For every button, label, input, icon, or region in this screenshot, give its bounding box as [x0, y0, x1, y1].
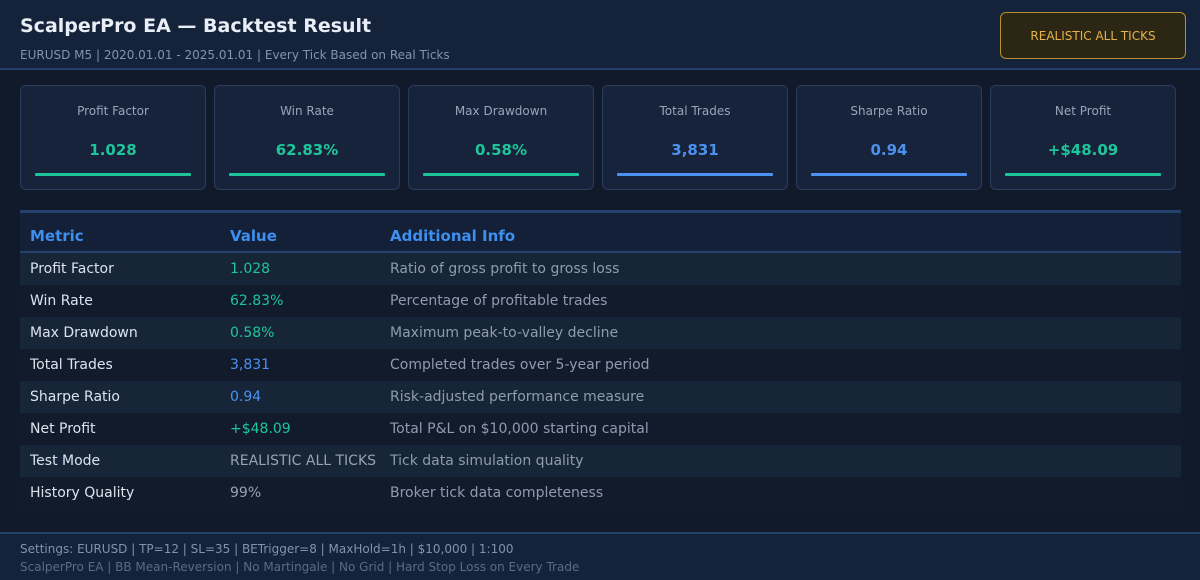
table-row: Test Mode REALISTIC ALL TICKS Tick data … — [20, 445, 1181, 477]
metric-cell: Profit Factor — [30, 261, 114, 277]
stat-card-profit-factor: Profit Factor 1.028 — [20, 85, 206, 190]
stat-cards: Profit Factor 1.028 Win Rate 62.83% Max … — [20, 85, 1180, 190]
info-cell: Completed trades over 5-year period — [390, 357, 650, 373]
value-cell: REALISTIC ALL TICKS — [230, 453, 377, 469]
stat-card-label: Win Rate — [280, 104, 334, 118]
stat-card-value: +$48.09 — [1047, 141, 1119, 159]
value-cell: +$48.09 — [230, 421, 291, 437]
table-row: Total Trades 3,831 Completed trades over… — [20, 349, 1181, 381]
table-row: Max Drawdown 0.58% Maximum peak-to-valle… — [20, 317, 1181, 349]
stat-card-accent-bar — [35, 173, 191, 176]
info-cell: Maximum peak-to-valley decline — [390, 325, 619, 341]
stat-card-accent-bar — [1005, 173, 1161, 176]
info-cell: Percentage of profitable trades — [390, 293, 608, 309]
table-row: Sharpe Ratio 0.94 Risk-adjusted performa… — [20, 381, 1181, 413]
value-cell: 0.58% — [230, 325, 275, 341]
stat-card-label: Net Profit — [1054, 104, 1112, 118]
metric-cell: Sharpe Ratio — [30, 389, 120, 405]
footer: Settings: EURUSD | TP=12 | SL=35 | BETri… — [0, 532, 1200, 580]
stat-card-label: Total Trades — [659, 104, 731, 118]
stat-card-accent-bar — [229, 173, 385, 176]
page-title: ScalperPro EA — Backtest Result — [20, 15, 372, 37]
stat-card-accent-bar — [617, 173, 773, 176]
table-header: Metric Value Additional Info — [20, 213, 1181, 253]
info-cell: Risk-adjusted performance measure — [390, 389, 645, 405]
stat-card-value: 0.58% — [474, 141, 528, 159]
stat-card-value: 3,831 — [671, 141, 719, 159]
value-cell: 99% — [230, 485, 262, 501]
stat-card-label: Profit Factor — [77, 104, 149, 118]
stat-card-net-profit: Net Profit +$48.09 — [990, 85, 1176, 190]
info-cell: Broker tick data completeness — [390, 485, 604, 501]
strategy-tags: ScalperPro EA | BB Mean-Reversion | No M… — [20, 560, 580, 574]
metric-cell: Win Rate — [30, 293, 93, 309]
column-header-metric: Metric — [30, 227, 84, 245]
stat-card-accent-bar — [423, 173, 579, 176]
info-cell: Tick data simulation quality — [390, 453, 584, 469]
metric-cell: Test Mode — [30, 453, 101, 469]
column-header-info: Additional Info — [390, 227, 516, 245]
table-row: Net Profit +$48.09 Total P&L on $10,000 … — [20, 413, 1181, 445]
info-cell: Total P&L on $10,000 starting capital — [390, 421, 649, 437]
metric-cell: Net Profit — [30, 421, 96, 437]
stat-card-sharpe-ratio: Sharpe Ratio 0.94 — [796, 85, 982, 190]
table-row: Profit Factor 1.028 Ratio of gross profi… — [20, 253, 1181, 285]
value-cell: 1.028 — [230, 261, 271, 277]
stat-card-value: 1.028 — [89, 141, 137, 159]
settings-summary: Settings: EURUSD | TP=12 | SL=35 | BETri… — [20, 542, 514, 556]
stat-card-total-trades: Total Trades 3,831 — [602, 85, 788, 190]
value-cell: 0.94 — [230, 389, 262, 405]
column-header-value: Value — [230, 227, 277, 245]
page-subtitle: EURUSD M5 | 2020.01.01 - 2025.01.01 | Ev… — [20, 48, 450, 62]
table-row: History Quality 99% Broker tick data com… — [20, 477, 1181, 509]
value-cell: 62.83% — [230, 293, 284, 309]
metric-cell: Max Drawdown — [30, 325, 138, 341]
stat-card-win-rate: Win Rate 62.83% — [214, 85, 400, 190]
metric-cell: History Quality — [30, 485, 135, 501]
test-mode-button[interactable]: REALISTIC ALL TICKS — [1000, 12, 1186, 59]
stat-card-label: Sharpe Ratio — [850, 104, 928, 118]
value-cell: 3,831 — [230, 357, 271, 373]
stat-card-accent-bar — [811, 173, 967, 176]
stat-card-value: 0.94 — [870, 141, 908, 159]
stat-card-label: Max Drawdown — [454, 104, 548, 118]
info-cell: Ratio of gross profit to gross loss — [390, 261, 620, 277]
stat-card-max-drawdown: Max Drawdown 0.58% — [408, 85, 594, 190]
stat-card-value: 62.83% — [275, 141, 339, 159]
table-row: Win Rate 62.83% Percentage of profitable… — [20, 285, 1181, 317]
metric-cell: Total Trades — [30, 357, 113, 373]
header: ScalperPro EA — Backtest Result EURUSD M… — [0, 0, 1200, 70]
metrics-table: Metric Value Additional Info Profit Fact… — [20, 210, 1181, 509]
